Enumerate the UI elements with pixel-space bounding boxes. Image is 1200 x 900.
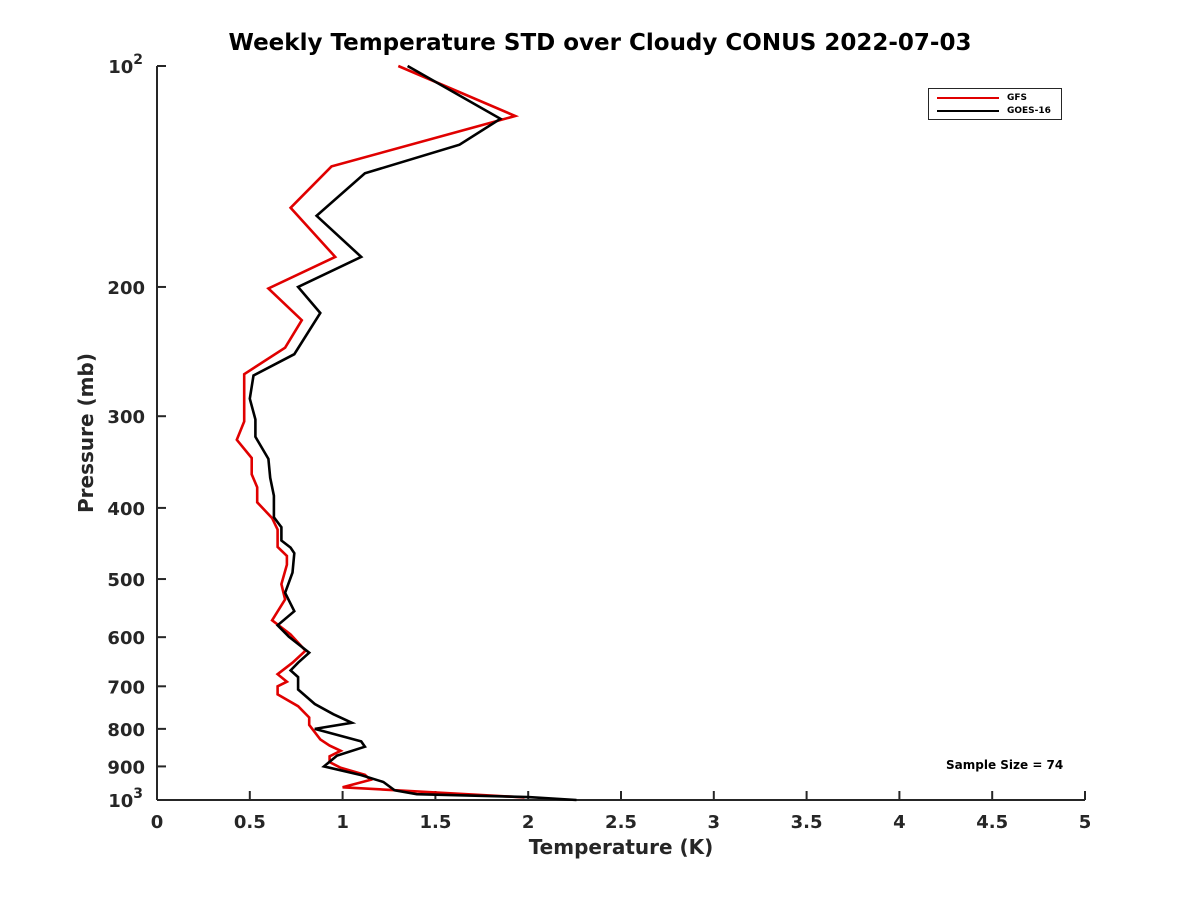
legend-label-goes16: GOES-16	[1007, 106, 1051, 116]
y-tick-label: 600	[107, 628, 145, 649]
y-axis-label: Pressure (mb)	[74, 353, 98, 513]
x-tick-label: 0	[151, 812, 164, 833]
x-tick-label: 4	[893, 812, 906, 833]
y-tick-label: 900	[107, 757, 145, 778]
x-tick-label: 3	[708, 812, 721, 833]
series-line-goes16	[248, 64, 577, 802]
y-tick-label: 300	[107, 407, 145, 428]
y-tick-label: 102	[108, 52, 143, 78]
y-tick-label: 400	[107, 499, 145, 520]
x-tick-label: 1.5	[419, 812, 451, 833]
x-axis-label: Temperature (K)	[528, 835, 714, 859]
axes: 0 0.5 1 1.5 2 2.5 3 3.5 4 4.5 5 102 200 300 400 500 600 7…	[107, 52, 1091, 833]
y-tick-label: 700	[107, 677, 145, 698]
y-tick-label: 500	[107, 570, 145, 591]
x-tick-label: 5	[1079, 812, 1092, 833]
legend-item-gfs: GFS	[937, 92, 1027, 104]
series-line-gfs	[235, 64, 525, 799]
x-tick-label: 2	[522, 812, 535, 833]
sample-size-annotation: Sample Size = 74	[946, 758, 1064, 772]
legend-swatch-gfs	[937, 96, 999, 100]
legend-item-goes16: GOES-16	[937, 105, 1051, 117]
x-tick-label: 0.5	[234, 812, 266, 833]
x-tick-label: 4.5	[976, 812, 1008, 833]
x-tick-label: 1	[336, 812, 349, 833]
x-tick-label: 2.5	[605, 812, 637, 833]
legend: GFS GOES-16	[928, 88, 1062, 120]
x-tick-label: 3.5	[791, 812, 823, 833]
y-tick-label: 200	[107, 278, 145, 299]
y-tick-label: 800	[107, 720, 145, 741]
y-tick-label: 103	[108, 786, 143, 812]
series-layer	[235, 64, 577, 802]
legend-swatch-goes16	[937, 109, 999, 113]
legend-label-gfs: GFS	[1007, 93, 1028, 103]
chart-title: Weekly Temperature STD over Cloudy CONUS…	[228, 30, 972, 56]
